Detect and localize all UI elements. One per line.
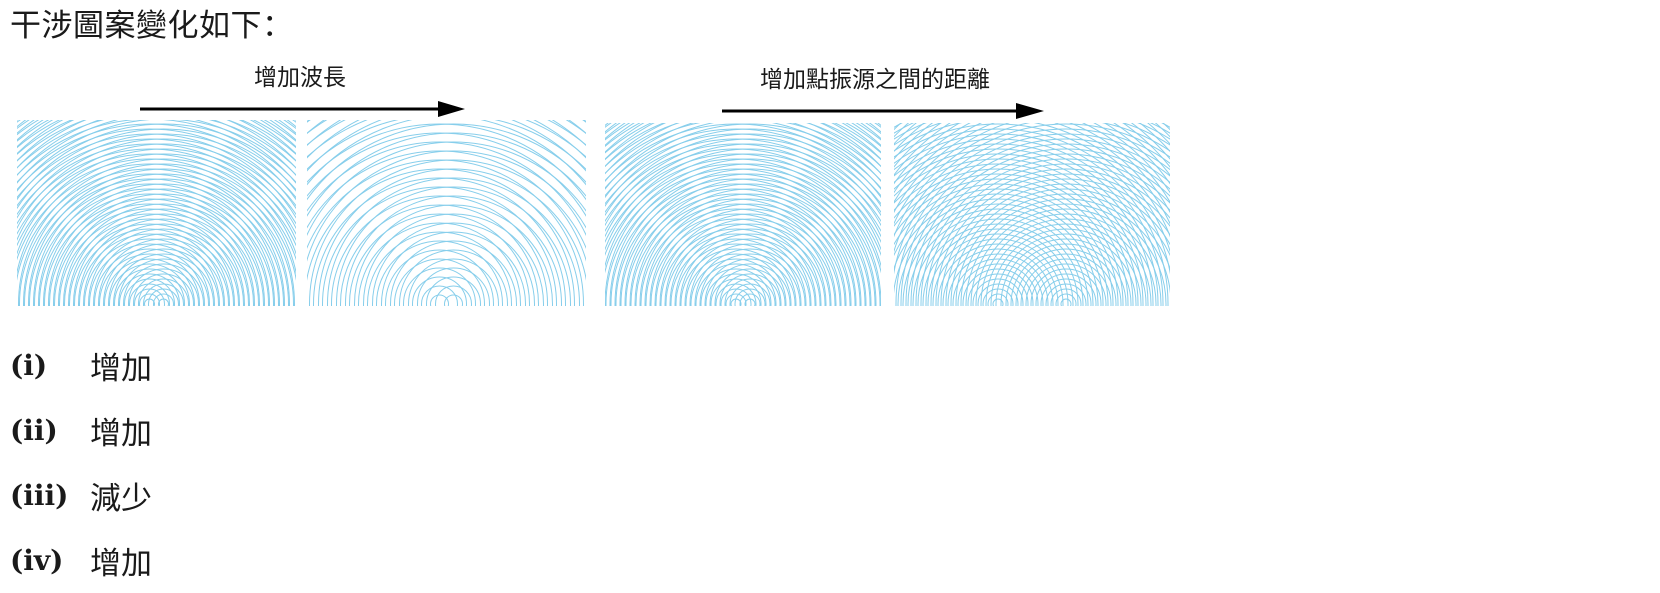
interference-pattern-wider-separation — [894, 123, 1170, 306]
answer-text: 增加 — [90, 416, 152, 452]
answer-item: (iii) 減少 — [10, 463, 152, 528]
answer-item: (i) 增加 — [10, 333, 152, 398]
right-arrow-icon — [722, 103, 1044, 119]
answer-text: 增加 — [90, 546, 152, 582]
answer-numeral: (iv) — [10, 544, 64, 577]
caption-increase-wavelength: 增加波長 — [254, 65, 346, 91]
answer-text: 減少 — [90, 481, 152, 517]
interference-pattern-base — [17, 120, 296, 306]
answer-numeral: (iii) — [10, 479, 69, 512]
answer-item: (ii) 增加 — [10, 398, 152, 463]
interference-pattern-icon — [605, 123, 881, 306]
interference-pattern-icon — [894, 123, 1170, 306]
answer-text: 增加 — [90, 351, 152, 387]
intro-text: 干涉圖案變化如下： — [10, 8, 294, 44]
answer-list: (i) 增加 (ii) 增加 (iii) 減少 (iv) 增加 — [10, 333, 152, 593]
answer-numeral: (ii) — [10, 414, 58, 447]
right-arrow-icon — [140, 101, 465, 117]
interference-pattern-icon — [17, 120, 296, 306]
interference-pattern-icon — [307, 120, 586, 306]
answer-item: (iv) 增加 — [10, 528, 152, 593]
interference-pattern-base-2 — [605, 123, 881, 306]
interference-pattern-longer-wavelength — [307, 120, 586, 306]
caption-increase-source-separation: 增加點振源之間的距離 — [760, 67, 990, 93]
answer-numeral: (i) — [10, 349, 48, 382]
